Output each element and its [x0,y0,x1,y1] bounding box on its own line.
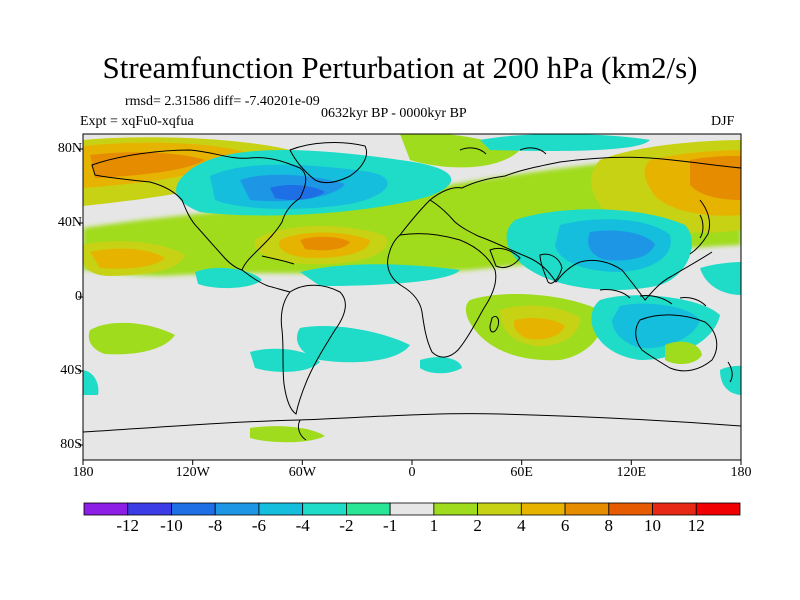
x-tick-label: 60W [288,465,316,480]
colorbar-label: -2 [339,516,354,535]
colorbar-swatch [171,502,216,516]
y-tick-label: 80N [57,141,82,156]
colorbar-label: -6 [251,516,267,535]
colorbar-label: 1 [429,516,439,535]
colorbar-swatch [477,502,522,516]
colorbar-swatch [258,502,304,516]
chart-title: Streamfunction Perturbation at 200 hPa (… [102,50,698,85]
colorbar-swatch [433,502,479,516]
colorbar-swatch [345,502,391,516]
colorbar-swatch [83,502,129,516]
x-tick-label: 60E [510,465,533,480]
x-tick-label: 180 [730,465,752,480]
y-tick-label: 0 [75,289,82,304]
colorbar-label: 4 [517,516,526,535]
coastlines [83,142,741,441]
axis-ticks [78,148,742,465]
colorbar-label: 10 [644,516,662,535]
season-text: DJF [711,114,735,129]
period-text: 0632kyr BP - 0000kyr BP [321,106,467,121]
y-tick-label: 80S [60,437,82,452]
colorbar-label: 8 [604,516,614,535]
colorbar-label: -12 [116,516,140,535]
colorbar-label: 12 [687,516,705,535]
colorbar-label: 2 [473,516,482,535]
x-tick-label: 0 [408,465,416,480]
x-tick-label: 180 [72,465,94,480]
colorbar-swatch [389,502,435,516]
colorbar-swatch [214,502,260,516]
streamfunction-field [83,134,741,460]
stats-text: rmsd= 2.31586 diff= -7.40201e-09 [125,94,320,109]
colorbar-swatch [652,502,697,516]
x-tick-label: 120W [175,465,210,480]
colorbar-swatch [302,502,347,516]
colorbar [83,502,741,516]
experiment-text: Expt = xqFu0-xqfua [80,114,194,129]
x-tick-label: 120E [616,465,647,480]
colorbar-swatch [695,502,741,516]
colorbar-label: -8 [208,516,223,535]
colorbar-label: 6 [560,516,570,535]
colorbar-label: -1 [383,516,398,535]
colorbar-label: -4 [295,516,310,535]
colorbar-swatch [608,502,653,516]
y-tick-label: 40N [57,215,82,230]
colorbar-swatch [520,502,566,516]
y-tick-label: 40S [60,363,82,378]
colorbar-swatch [564,502,610,516]
colorbar-swatch [127,502,172,516]
colorbar-label: -10 [160,516,183,535]
